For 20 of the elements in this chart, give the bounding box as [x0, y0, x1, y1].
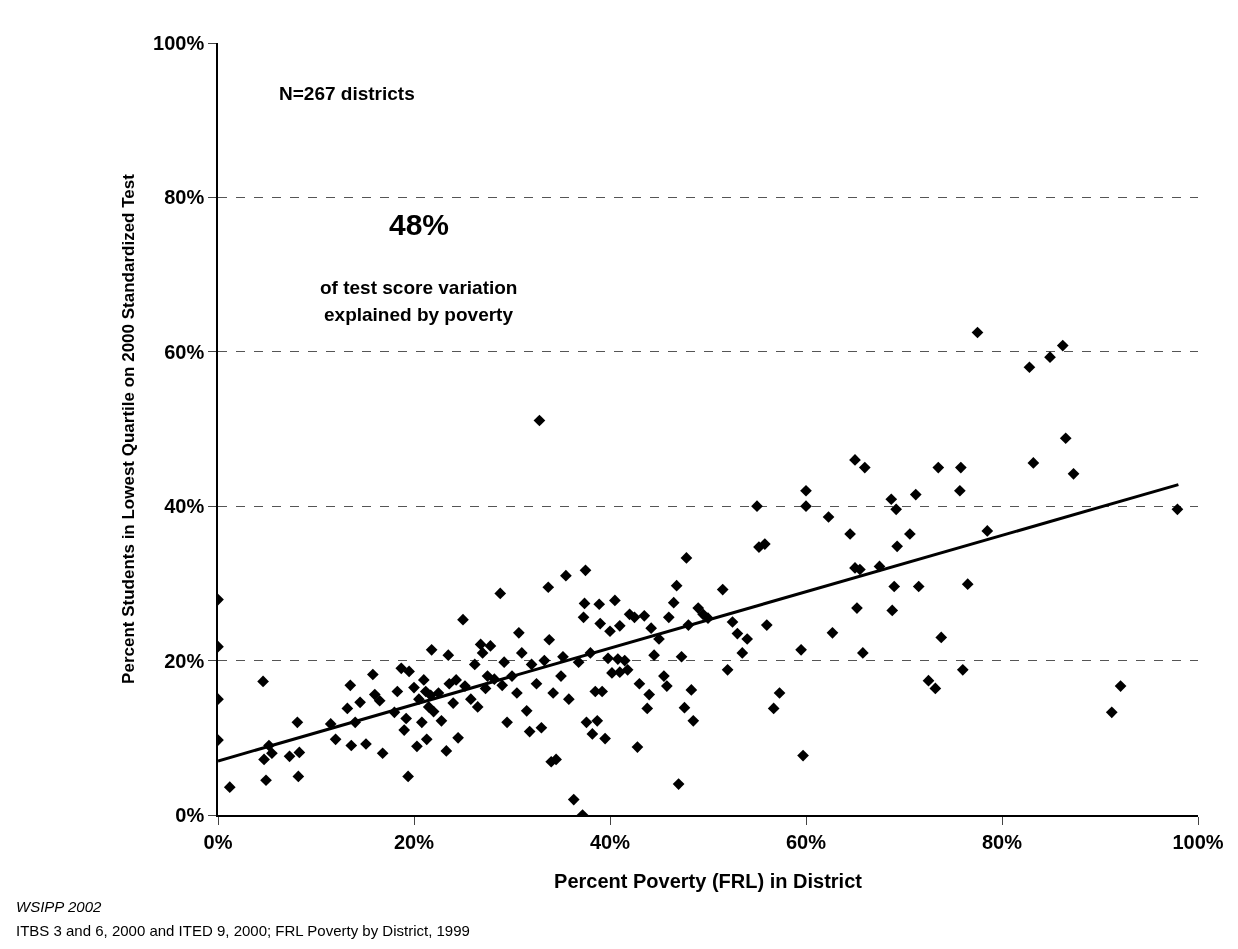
x-tick-label: 0% [203, 830, 233, 853]
annotation: 48% [389, 208, 450, 241]
x-tick-label: 20% [393, 830, 435, 853]
annotation: of test score variation [320, 277, 518, 298]
annotation: N=267 districts [279, 83, 415, 104]
text: ITBS 3 and 6, 2000 and ITED 9, 2000; FRL Poverty by District, 1999 [16, 922, 470, 939]
y-tick-label: 40% [164, 495, 205, 518]
y-axis-title: Percent Students in Lowest Quartile on 2000 Standardized Test [119, 173, 139, 684]
text: WSIPP 2002 [16, 898, 102, 915]
y-tick-label: 80% [164, 186, 205, 209]
y-tick-label: 20% [164, 649, 205, 672]
x-tick-label: 80% [981, 830, 1023, 853]
y-tick-label: 60% [164, 340, 205, 363]
y-tick-label: 100% [153, 32, 205, 54]
annotation: explained by poverty [324, 304, 514, 325]
x-tick-label: 60% [785, 830, 827, 853]
y-tick-label: 0% [175, 804, 205, 826]
x-tick-label: 100% [1172, 830, 1224, 853]
x-axis-title: Percent Poverty (FRL) in District [554, 869, 863, 892]
x-tick-label: 40% [589, 830, 631, 853]
